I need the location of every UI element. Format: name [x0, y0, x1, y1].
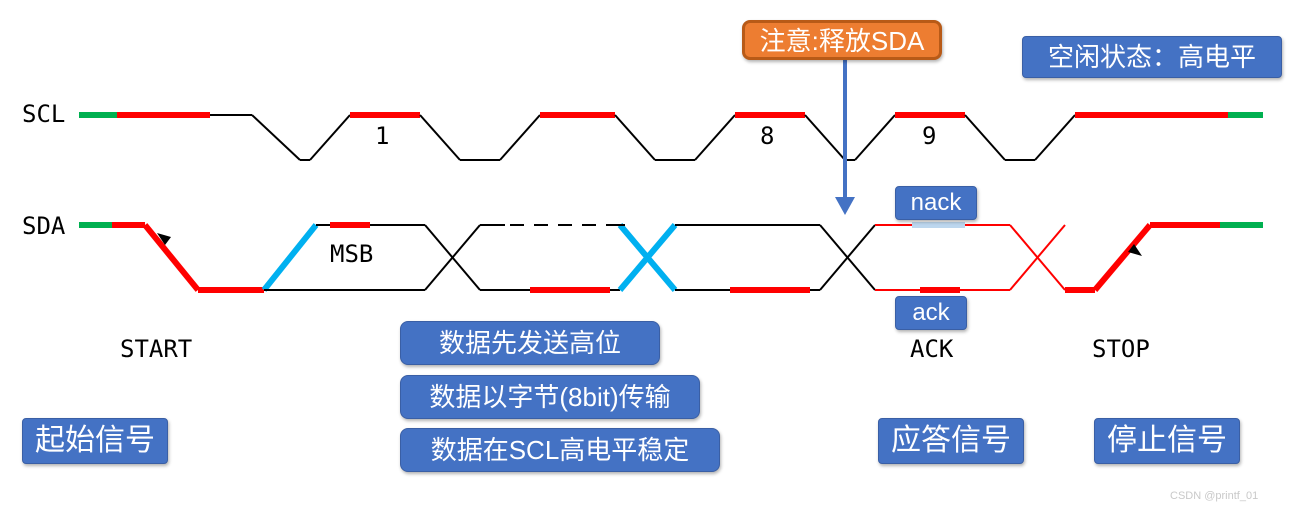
clock-num-8: 8 [760, 122, 774, 150]
phase-stop: STOP [1092, 335, 1150, 363]
note-release-sda: 注意:释放SDA [742, 20, 942, 60]
note-msb-first: 数据先发送高位 [400, 321, 660, 365]
note-idle-high: 空闲状态：高电平 [1022, 36, 1282, 78]
ack-badge: ack [895, 296, 967, 330]
clock-num-9: 9 [922, 122, 936, 150]
start-signal-badge: 起始信号 [22, 418, 168, 464]
stop-signal-badge: 停止信号 [1094, 418, 1240, 464]
note-8bit: 数据以字节(8bit)传输 [400, 375, 700, 419]
msb-label: MSB [330, 240, 373, 268]
footer-watermark: CSDN @printf_01 [1170, 490, 1258, 502]
phase-start: START [120, 335, 192, 363]
note-stable: 数据在SCL高电平稳定 [400, 428, 720, 472]
scl-axis-label: SCL [22, 100, 65, 128]
ack-signal-badge: 应答信号 [878, 418, 1024, 464]
clock-num-1: 1 [375, 122, 389, 150]
phase-ack: ACK [910, 335, 953, 363]
nack-badge: nack [895, 186, 977, 220]
sda-axis-label: SDA [22, 212, 65, 240]
